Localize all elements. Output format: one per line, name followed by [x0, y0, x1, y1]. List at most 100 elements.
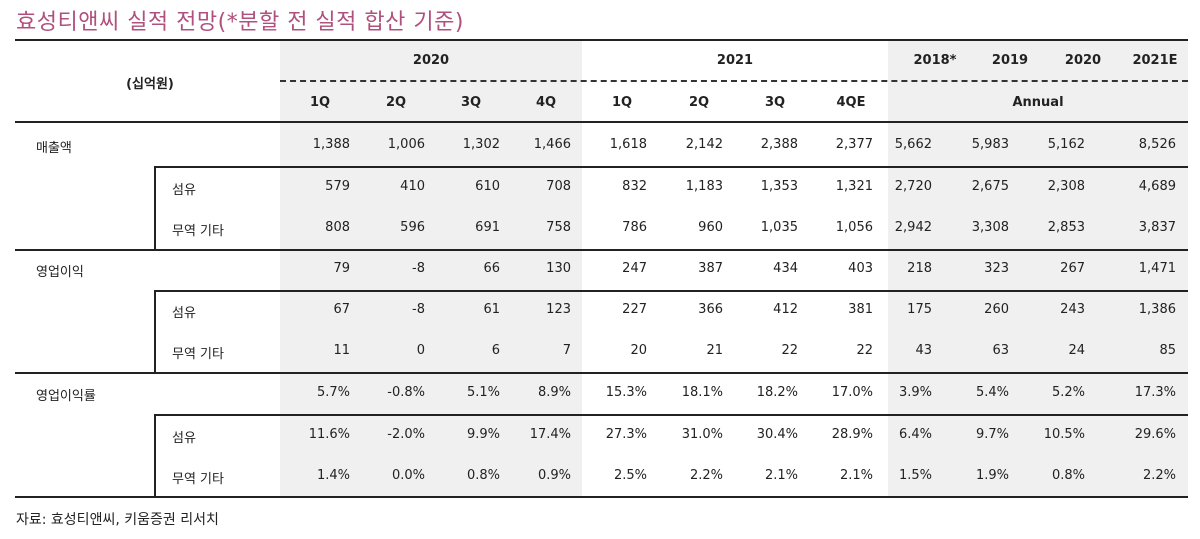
table-cell: 832 [622, 179, 647, 194]
table-cell: -8 [412, 302, 425, 317]
header-dashed-rule [280, 80, 1188, 82]
table-cell: 3,308 [971, 220, 1009, 235]
table-cell: 708 [546, 179, 571, 194]
table-cell: 381 [848, 302, 873, 317]
table-cell: 1.9% [975, 468, 1009, 483]
table-cell: 410 [400, 179, 425, 194]
table-top-rule [15, 39, 1188, 41]
table-cell: 808 [325, 220, 350, 235]
table-cell: 27.3% [605, 427, 647, 442]
subgroup-vrule-2 [154, 290, 156, 373]
header-q-2020-3: 3Q [460, 95, 482, 110]
table-cell: 2,720 [894, 179, 932, 194]
table-cell: -0.8% [387, 385, 425, 400]
source-note: 자료: 효성티앤씨, 키움증권 리서치 [16, 512, 219, 528]
table-cell: 11 [333, 343, 350, 358]
table-cell: 366 [698, 302, 723, 317]
table-cell: 1,321 [835, 179, 873, 194]
subgroup-rule-2 [154, 290, 1188, 292]
unit-label: (십억원) [126, 77, 174, 92]
table-cell: 1,302 [462, 137, 500, 152]
table-cell: 5,983 [971, 137, 1009, 152]
row-label: 섬유 [172, 306, 196, 321]
table-cell: 5.1% [466, 385, 500, 400]
table-cell: 2,308 [1047, 179, 1085, 194]
table-cell: 5.4% [975, 385, 1009, 400]
table-cell: 0 [416, 343, 425, 358]
header-annual-label: Annual [1012, 95, 1064, 110]
table-cell: 596 [400, 220, 425, 235]
header-q-2021-1: 1Q [611, 95, 633, 110]
table-cell: 1,035 [760, 220, 798, 235]
table-cell: 2.1% [839, 468, 873, 483]
section-rule-1 [15, 249, 1188, 251]
row-label: 무역 기타 [172, 472, 224, 487]
table-cell: 3,837 [1138, 220, 1176, 235]
row-label: 영업이익률 [36, 389, 96, 404]
table-cell: 1.5% [898, 468, 932, 483]
table-cell: 1,386 [1138, 302, 1176, 317]
table-cell: 175 [907, 302, 932, 317]
table-cell: 403 [848, 261, 873, 276]
table-cell: 5,162 [1047, 137, 1085, 152]
shade-2020-quarters [280, 41, 582, 497]
table-cell: 31.0% [681, 427, 723, 442]
table-bottom-rule [15, 496, 1188, 498]
table-cell: 3.9% [898, 385, 932, 400]
table-cell: 1,183 [685, 179, 723, 194]
table-cell: 5.2% [1051, 385, 1085, 400]
table-cell: 2,377 [835, 137, 873, 152]
table-cell: 123 [546, 302, 571, 317]
page-title: 효성티앤씨 실적 전망(*분할 전 실적 합산 기준) [16, 10, 464, 35]
table-cell: 8.9% [537, 385, 571, 400]
table-cell: 79 [333, 261, 350, 276]
row-label: 섬유 [172, 431, 196, 446]
table-cell: 6 [491, 343, 500, 358]
table-cell: 960 [698, 220, 723, 235]
header-q-2020-2: 2Q [385, 95, 407, 110]
table-cell: -8 [412, 261, 425, 276]
table-cell: 2.5% [613, 468, 647, 483]
table-cell: 67 [333, 302, 350, 317]
row-label: 무역 기타 [172, 224, 224, 239]
table-cell: 15.3% [605, 385, 647, 400]
table-cell: 2,675 [971, 179, 1009, 194]
table-cell: 30.4% [756, 427, 798, 442]
table-cell: 22 [781, 343, 798, 358]
table-cell: 0.9% [537, 468, 571, 483]
header-annual-2018: 2018* [913, 53, 957, 68]
table-cell: 9.9% [466, 427, 500, 442]
table-cell: 1,006 [387, 137, 425, 152]
header-q-2020-4: 4Q [535, 95, 557, 110]
table-cell: 18.2% [756, 385, 798, 400]
table-cell: 691 [475, 220, 500, 235]
table-cell: 9.7% [975, 427, 1009, 442]
row-label: 섬유 [172, 183, 196, 198]
table-cell: 5,662 [894, 137, 932, 152]
table-cell: 2.1% [764, 468, 798, 483]
shade-annual [888, 41, 1188, 497]
table-cell: 85 [1159, 343, 1176, 358]
row-label: 무역 기타 [172, 347, 224, 362]
header-annual-2021e: 2021E [1132, 53, 1178, 68]
section-rule-2 [15, 372, 1188, 374]
table-cell: 260 [984, 302, 1009, 317]
table-cell: 4,689 [1138, 179, 1176, 194]
header-q-2020-1: 1Q [309, 95, 331, 110]
table-cell: 1,466 [533, 137, 571, 152]
table-cell: 28.9% [831, 427, 873, 442]
header-annual-2020: 2020 [1064, 53, 1102, 68]
table-cell: 17.4% [529, 427, 571, 442]
table-cell: 434 [773, 261, 798, 276]
table-cell: 0.8% [1051, 468, 1085, 483]
table-cell: 130 [546, 261, 571, 276]
table-cell: 61 [483, 302, 500, 317]
table-cell: 29.6% [1134, 427, 1176, 442]
table-cell: 247 [622, 261, 647, 276]
subgroup-rule-3 [154, 414, 1188, 416]
table-cell: 1,388 [312, 137, 350, 152]
header-annual-2019: 2019 [991, 53, 1029, 68]
subgroup-rule-1 [154, 166, 1188, 168]
header-q-2021-2: 2Q [688, 95, 710, 110]
table-cell: 20 [630, 343, 647, 358]
